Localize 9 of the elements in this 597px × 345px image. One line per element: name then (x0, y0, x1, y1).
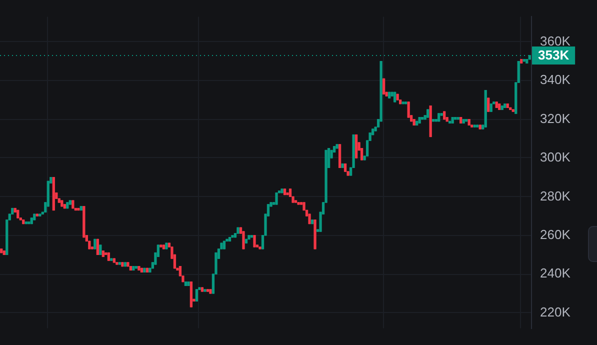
y-tick-label: 300K (540, 150, 571, 165)
y-tick-label: 320K (540, 110, 571, 126)
y-tick-label: 260K (540, 226, 571, 242)
y-tick-label: 360K (540, 34, 571, 49)
y-tick-label: 340K (540, 72, 571, 88)
ref-line-label: 353K (538, 48, 570, 63)
y-tick-label: 220K (540, 304, 571, 320)
y-tick-label: 240K (540, 266, 571, 281)
y-tick-label: 280K (540, 188, 571, 204)
